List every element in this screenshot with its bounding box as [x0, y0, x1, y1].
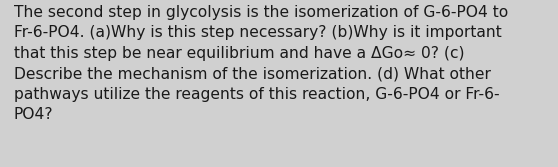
Text: The second step in glycolysis is the isomerization of G-6-PO4 to
Fr-6-PO4. (a)Wh: The second step in glycolysis is the iso…	[14, 5, 508, 122]
